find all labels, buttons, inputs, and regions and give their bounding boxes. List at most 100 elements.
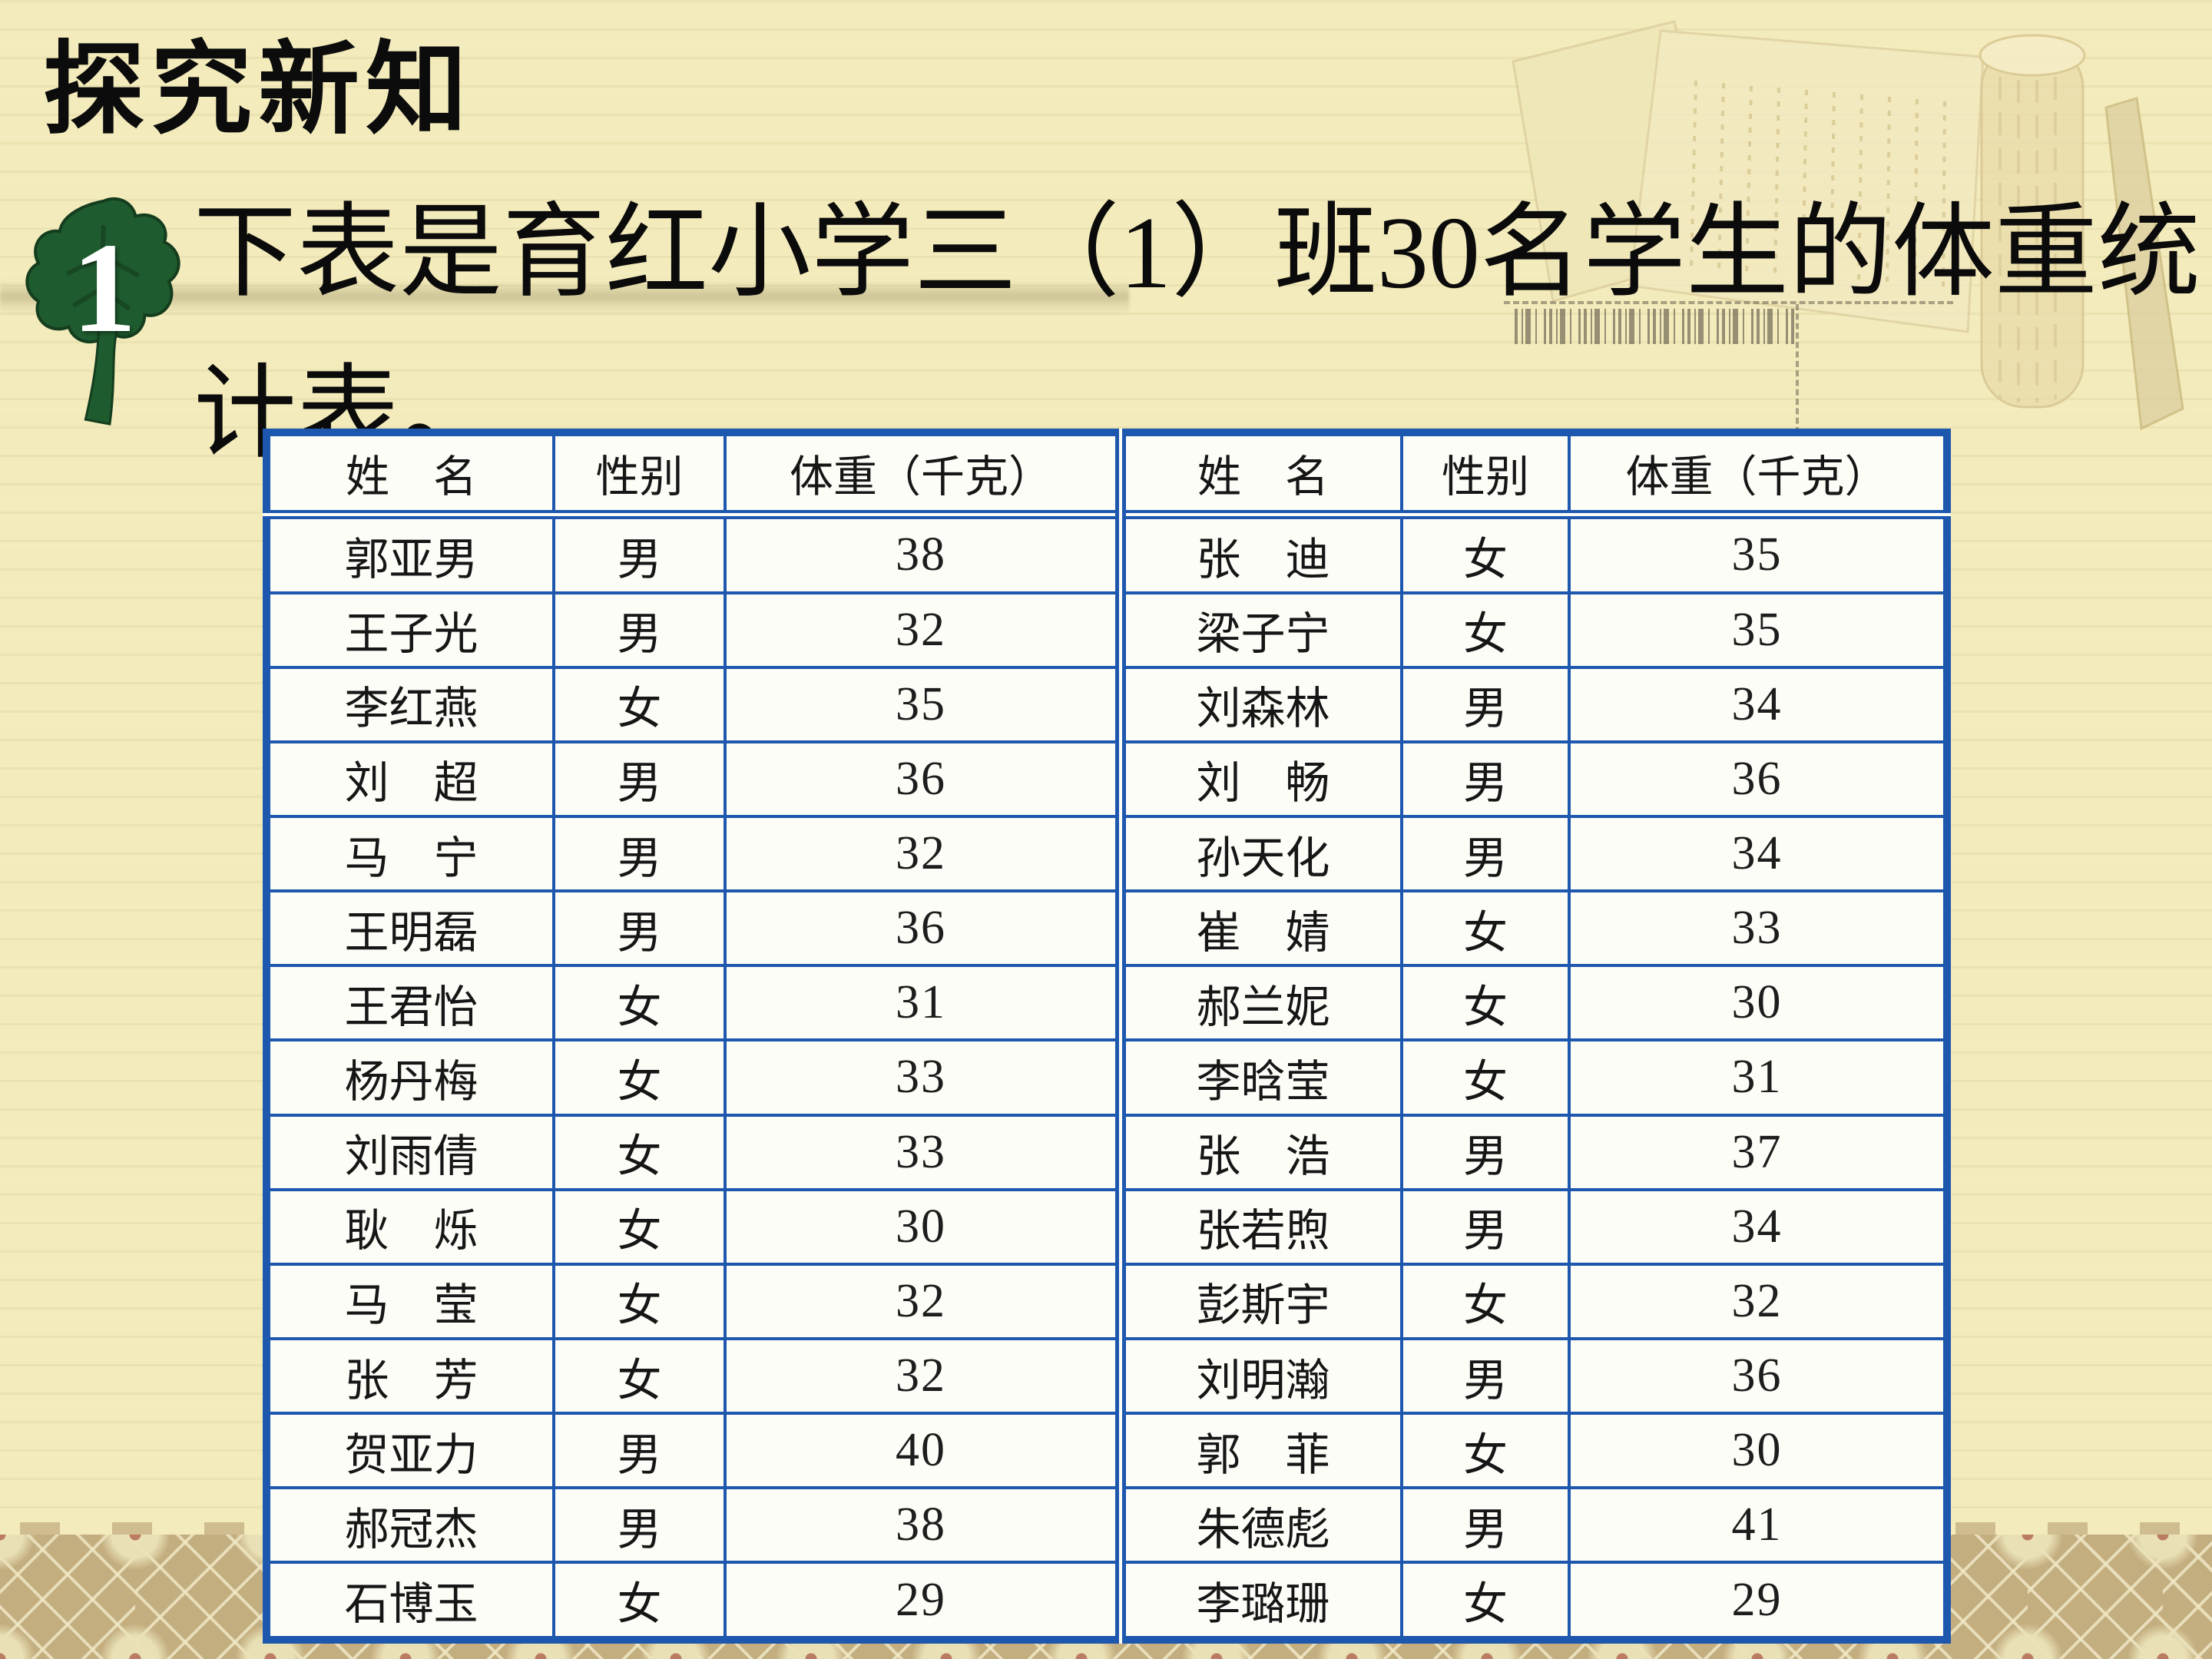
student-weight: 36 [724, 740, 1122, 818]
dashed-line-horizontal [1504, 301, 1953, 304]
column-header: 体重（千克） [1568, 431, 1949, 519]
column-header: 性别 [1400, 431, 1571, 519]
table-row: 刘 超男 36 刘 畅男 36 [265, 740, 1949, 818]
student-weight: 32 [1568, 1262, 1949, 1340]
student-weight: 31 [724, 964, 1122, 1042]
student-gender: 女 [1400, 1561, 1571, 1641]
student-gender: 男 [1400, 1336, 1571, 1416]
student-gender: 女 [552, 1561, 727, 1641]
table-row: 郭亚男男 38 张 迪女 35 [265, 513, 1949, 594]
student-gender: 男 [552, 814, 727, 893]
student-gender: 女 [1400, 513, 1571, 594]
student-name: 刘雨倩 [265, 1113, 555, 1191]
student-weight: 36 [724, 889, 1122, 968]
student-gender: 女 [1400, 964, 1571, 1042]
student-name: 刘明瀚 [1115, 1336, 1403, 1416]
table-row: 贺亚力男 40 郭 菲女 30 [265, 1412, 1949, 1490]
student-name: 贺亚力 [265, 1412, 555, 1490]
problem-statement: 下表是育红小学三（1）班30名学生的体重统 计表。 [194, 172, 2200, 495]
student-name: 孙天化 [1115, 814, 1403, 893]
student-weight: 32 [724, 591, 1122, 669]
student-gender: 男 [1400, 1113, 1571, 1191]
table-row: 王子光男 32 梁子宁女 35 [265, 591, 1949, 669]
table-row: 王君怡女 31 郝兰妮女 30 [265, 964, 1949, 1042]
table-row: 石博玉女 29 李璐珊女 29 [265, 1561, 1949, 1641]
student-gender: 女 [1400, 1412, 1571, 1490]
paper-crease-shadow [0, 281, 1129, 315]
weight-statistics-table: 姓 名性别 体重（千克）姓 名性别 体重（千克） 郭亚男男 38 张 迪女 35 王子光男 3… [263, 429, 1951, 1644]
item-number: 1 [71, 217, 137, 360]
table-row: 刘雨倩女 33 张 浩男 37 [265, 1113, 1949, 1191]
student-name: 郝冠杰 [265, 1486, 555, 1565]
table-row: 耿 烁女 30 张若煦男 34 [265, 1187, 1949, 1266]
student-weight: 30 [1568, 1412, 1949, 1490]
student-name: 马 莹 [265, 1262, 555, 1340]
table-row: 张 芳女 32 刘明瀚男 36 [265, 1336, 1949, 1416]
student-gender: 男 [552, 513, 727, 594]
student-name: 王明磊 [265, 889, 555, 968]
student-weight: 34 [1568, 665, 1949, 743]
student-name: 张 芳 [265, 1336, 555, 1416]
student-weight: 34 [1568, 1187, 1949, 1266]
student-weight: 30 [724, 1187, 1122, 1266]
student-weight: 38 [724, 1486, 1122, 1565]
student-weight: 38 [724, 513, 1122, 594]
student-gender: 女 [552, 964, 727, 1042]
student-weight: 35 [724, 665, 1122, 743]
table-row: 郝冠杰男 38 朱德彪男 41 [265, 1486, 1949, 1565]
student-gender: 女 [552, 1038, 727, 1117]
student-gender: 女 [1400, 1038, 1571, 1117]
student-weight: 31 [1568, 1038, 1949, 1117]
student-name: 马 宁 [265, 814, 555, 893]
student-gender: 女 [1400, 889, 1571, 968]
student-name: 刘森林 [1115, 665, 1403, 743]
student-gender: 男 [1400, 1187, 1571, 1266]
leaf-icon [25, 197, 180, 426]
student-name: 郭亚男 [265, 513, 555, 594]
table-body: 郭亚男男 38 张 迪女 35 王子光男 32 梁子宁女 35 李红燕女 35 刘森林男 34 刘 超男… [265, 513, 1949, 1641]
student-weight: 37 [1568, 1113, 1949, 1191]
section-title: 探究新知 [43, 34, 473, 147]
student-gender: 男 [552, 1412, 727, 1490]
student-gender: 女 [552, 1336, 727, 1416]
student-gender: 女 [552, 665, 727, 743]
student-name: 王子光 [265, 591, 555, 669]
student-name: 张若煦 [1115, 1187, 1403, 1266]
student-gender: 男 [1400, 1486, 1571, 1565]
table-row: 杨丹梅女 33 李晗莹女 31 [265, 1038, 1949, 1117]
student-weight: 35 [1568, 513, 1949, 594]
student-gender: 女 [552, 1187, 727, 1266]
student-gender: 女 [552, 1113, 727, 1191]
student-weight: 40 [724, 1412, 1122, 1490]
table-row: 马 宁男 32 孙天化男 34 [265, 814, 1949, 893]
student-name: 李红燕 [265, 665, 555, 743]
student-name: 郭 菲 [1115, 1412, 1403, 1490]
column-header: 性别 [552, 431, 727, 519]
student-name: 耿 烁 [265, 1187, 555, 1266]
student-gender: 男 [552, 591, 727, 669]
dashed-line-vertical [1796, 304, 1799, 433]
table-header-row: 姓 名性别 体重（千克）姓 名性别 体重（千克） [265, 431, 1949, 519]
student-weight: 29 [1568, 1561, 1949, 1641]
student-name: 崔 婧 [1115, 889, 1403, 968]
table-row: 马 莹女 32 彭斯宇女 32 [265, 1262, 1949, 1340]
student-name: 刘 超 [265, 740, 555, 818]
student-gender: 男 [1400, 814, 1571, 893]
student-gender: 女 [1400, 591, 1571, 669]
student-weight: 36 [1568, 740, 1949, 818]
student-name: 刘 畅 [1115, 740, 1403, 818]
student-gender: 男 [552, 740, 727, 818]
student-weight: 41 [1568, 1486, 1949, 1565]
student-weight: 33 [1568, 889, 1949, 968]
table-row: 王明磊男 36 崔 婧女 33 [265, 889, 1949, 968]
student-weight: 33 [724, 1038, 1122, 1117]
item-number-leaf-icon: 1 [20, 192, 187, 435]
student-gender: 女 [1400, 1262, 1571, 1340]
student-name: 郝兰妮 [1115, 964, 1403, 1042]
student-name: 李璐珊 [1115, 1561, 1403, 1641]
student-weight: 32 [724, 814, 1122, 893]
column-header: 体重（千克） [724, 431, 1122, 519]
student-gender: 女 [552, 1262, 727, 1340]
ancient-books-illustration [1512, 20, 2184, 431]
